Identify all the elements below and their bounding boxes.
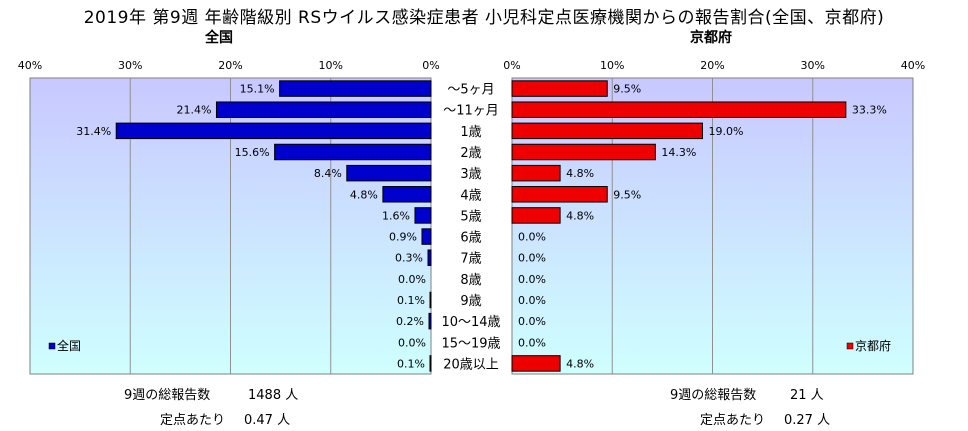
kyoto-bar <box>511 122 703 140</box>
kyoto-tick-label: 30% <box>801 59 825 72</box>
kyoto-data-label: 4.8% <box>566 209 594 222</box>
national-bar <box>279 80 432 97</box>
category-label: 15～19歳 <box>441 336 500 351</box>
national-data-label: 0.9% <box>389 231 417 244</box>
kyoto-data-label: 0.0% <box>518 315 546 328</box>
national-per-value: 0.47 人 <box>244 413 291 428</box>
kyoto-tick-label: 0% <box>503 59 520 72</box>
national-data-label: 0.0% <box>398 336 426 349</box>
category-label: 9歳 <box>460 294 481 309</box>
kyoto-data-label: 0.0% <box>518 231 546 244</box>
national-data-label: 4.8% <box>350 188 378 201</box>
national-bar <box>427 249 432 266</box>
national-data-label: 0.1% <box>397 294 425 307</box>
kyoto-data-label: 9.5% <box>613 83 641 96</box>
national-legend-label: 全国 <box>57 338 81 353</box>
kyoto-data-label: 0.0% <box>518 252 546 265</box>
kyoto-legend-label: 京都府 <box>855 338 891 353</box>
category-label: 8歳 <box>460 273 481 288</box>
kyoto-total-label: 9週の総報告数 <box>670 388 757 403</box>
national-bar <box>414 207 432 224</box>
national-bar <box>421 228 432 245</box>
national-data-label: 0.3% <box>395 252 423 265</box>
kyoto-data-label: 19.0% <box>708 125 743 138</box>
national-bar <box>215 101 432 118</box>
category-label: ～5ヶ月 <box>447 83 494 98</box>
kyoto-bar <box>511 80 608 97</box>
national-tick-label: 0% <box>422 59 439 72</box>
national-data-label: 0.2% <box>396 315 424 328</box>
kyoto-data-label: 0.0% <box>518 336 546 349</box>
category-label: 20歳以上 <box>443 357 499 372</box>
kyoto-tick-label: 10% <box>600 59 624 72</box>
national-data-label: 8.4% <box>314 167 342 180</box>
national-tick-label: 30% <box>118 59 142 72</box>
kyoto-data-label: 4.8% <box>566 167 594 180</box>
national-chart-title: 全国 <box>205 30 233 46</box>
national-data-label: 15.1% <box>240 83 275 96</box>
category-label: 1歳 <box>460 125 481 140</box>
national-bar <box>429 355 432 372</box>
chart-title: 2019年 第9週 年齢階級別 RSウイルス感染症患者 小児科定点医療機関からの… <box>83 8 885 28</box>
category-label: 7歳 <box>460 252 481 267</box>
kyoto-data-label: 4.8% <box>566 357 594 370</box>
category-label: 2歳 <box>460 146 481 161</box>
category-label: 4歳 <box>460 188 481 203</box>
category-label: 5歳 <box>460 209 481 224</box>
national-data-label: 31.4% <box>76 125 111 138</box>
kyoto-data-label: 0.0% <box>518 294 546 307</box>
kyoto-data-label: 0.0% <box>518 273 546 286</box>
kyoto-chart-title: 京都府 <box>690 30 732 46</box>
kyoto-total-value: 21 人 <box>790 388 824 403</box>
kyoto-bar <box>511 355 561 372</box>
kyoto-tick-label: 40% <box>901 59 925 72</box>
national-total-value: 1488 人 <box>248 388 299 403</box>
national-legend-swatch <box>48 342 56 350</box>
kyoto-data-label: 14.3% <box>661 146 696 159</box>
kyoto-bar <box>511 207 561 224</box>
national-per-label: 定点あたり <box>160 413 226 428</box>
category-label: ～11ヶ月 <box>443 104 499 119</box>
kyoto-data-label: 9.5% <box>613 188 641 201</box>
kyoto-per-label: 定点あたり <box>700 413 766 428</box>
national-bar <box>428 312 432 330</box>
kyoto-data-label: 33.3% <box>852 104 887 117</box>
kyoto-bar <box>511 164 561 182</box>
national-tick-label: 40% <box>18 59 42 72</box>
national-tick-label: 20% <box>218 59 242 72</box>
kyoto-bar <box>511 143 656 161</box>
category-label: 3歳 <box>460 167 481 182</box>
national-bar <box>274 143 432 161</box>
kyoto-bar <box>511 101 847 118</box>
national-bar <box>346 164 432 182</box>
category-label: 6歳 <box>460 231 481 246</box>
kyoto-tick-label: 20% <box>700 59 724 72</box>
national-total-label: 9週の総報告数 <box>124 388 211 403</box>
national-bar <box>115 122 432 140</box>
kyoto-legend-swatch <box>846 342 854 350</box>
national-data-label: 0.0% <box>398 273 426 286</box>
national-data-label: 1.6% <box>382 209 410 222</box>
national-tick-label: 10% <box>319 59 343 72</box>
national-bar <box>382 186 432 203</box>
national-data-label: 0.1% <box>397 357 425 370</box>
national-data-label: 15.6% <box>235 146 270 159</box>
national-data-label: 21.4% <box>177 104 212 117</box>
category-label: 10～14歳 <box>441 315 500 330</box>
kyoto-per-value: 0.27 人 <box>784 413 831 428</box>
kyoto-bar <box>511 186 608 203</box>
national-bar <box>429 291 432 309</box>
